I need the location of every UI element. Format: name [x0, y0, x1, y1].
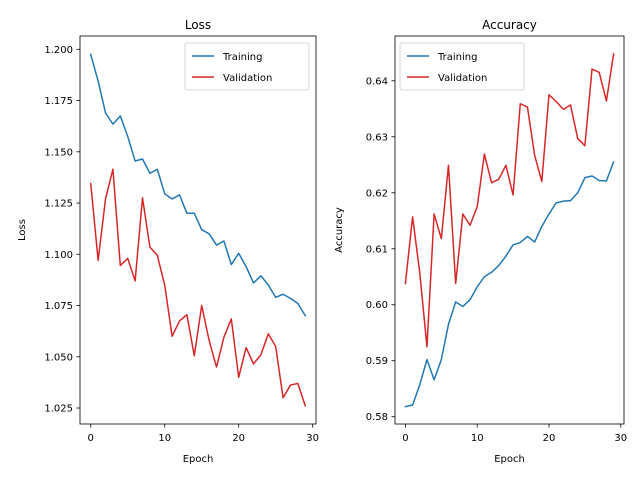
y-tick-label: 0.62: [366, 188, 388, 199]
x-tick-label: 10: [471, 433, 484, 444]
y-tick-label: 0.61: [366, 244, 388, 255]
legend-label: Validation: [438, 73, 487, 84]
legend-label: Validation: [223, 73, 272, 84]
y-tick-label: 1.050: [44, 352, 73, 363]
x-tick-label: 0: [88, 433, 94, 444]
x-tick-label: 10: [158, 433, 171, 444]
y-tick-label: 1.125: [44, 199, 73, 210]
series-line-validation: [89, 168, 307, 407]
y-tick-label: 0.64: [366, 76, 388, 87]
y-tick-label: 1.100: [44, 250, 73, 261]
legend-box: [184, 42, 310, 91]
x-axis-label: Epoch: [183, 454, 214, 465]
y-tick-label: 1.150: [44, 147, 73, 158]
y-tick-label: 0.63: [366, 132, 388, 143]
y-axis-label: Accuracy: [334, 207, 345, 253]
y-tick-label: 1.075: [44, 301, 73, 312]
legend-label: Training: [437, 52, 477, 63]
series-line-training: [404, 161, 615, 408]
axes-frame: [79, 35, 317, 425]
x-tick-label: 20: [543, 433, 556, 444]
series-line-training: [89, 53, 307, 317]
y-tick-label: 1.200: [44, 45, 73, 56]
x-tick-label: 30: [306, 433, 319, 444]
legend: Training Validation: [399, 42, 525, 91]
chart-title: Loss: [185, 18, 211, 32]
y-tick-label: 1.025: [44, 404, 73, 415]
legend: Training Validation: [184, 42, 310, 91]
legend-label: Training: [222, 52, 262, 63]
y-axis-label: Loss: [17, 219, 28, 241]
y-tick-label: 0.58: [366, 412, 388, 423]
chart-panel-2: 0 10 20 30 0.58 0.59 0.60 0.61 0.62 0.63 0.64 Accur…: [334, 18, 627, 465]
legend-box: [399, 42, 525, 91]
chart-panel-1: 0 10 20 30 1.025 1.050 1.075 1.100 1.125 1.150 1.1…: [17, 18, 319, 465]
x-tick-label: 20: [232, 433, 245, 444]
y-tick-label: 0.60: [366, 300, 388, 311]
y-tick-label: 1.175: [44, 96, 73, 107]
x-tick-label: 0: [402, 433, 408, 444]
x-tick-label: 30: [614, 433, 627, 444]
axes-frame: [394, 35, 625, 425]
chart-title: Accuracy: [482, 18, 537, 32]
series-line-validation: [404, 53, 615, 348]
x-axis-label: Epoch: [494, 454, 525, 465]
y-tick-label: 0.59: [366, 356, 388, 367]
